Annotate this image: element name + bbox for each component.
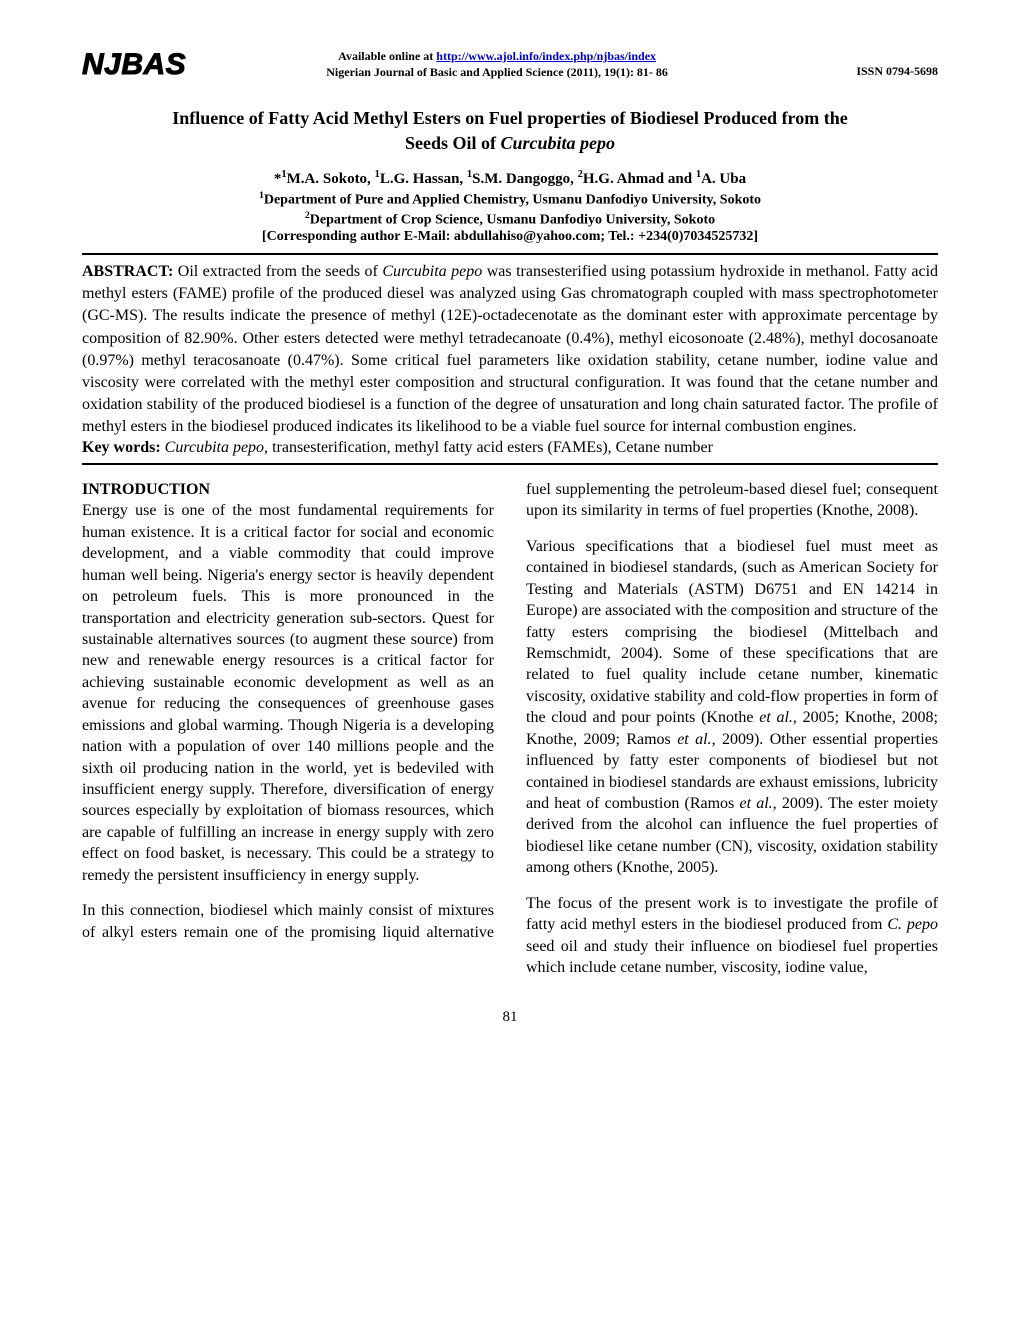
corresponding-author: [Corresponding author E-Mail: abdullahis… <box>82 229 938 245</box>
abstract-text-body: was transesterified using potassium hydr… <box>82 263 938 435</box>
keywords-italic: Curcubita pepo, <box>161 439 268 456</box>
keywords-label: Key words: <box>82 439 161 456</box>
body-columns: INTRODUCTION Energy use is one of the mo… <box>82 479 938 979</box>
abstract-text-pre: Oil extracted from the seeds of <box>173 263 382 280</box>
available-online-label: Available online at <box>338 49 436 63</box>
abstract-paragraph: ABSTRACT: Oil extracted from the seeds o… <box>82 261 938 438</box>
p3-etal-1: et al. <box>759 709 793 726</box>
title-line1: Influence of Fatty Acid Methyl Esters on… <box>172 108 847 128</box>
divider-top <box>82 253 938 255</box>
abstract-species-name: Curcubita pepo <box>382 263 482 280</box>
p4-species-abbrev: C. pepo <box>887 916 938 933</box>
intro-paragraph-1: Energy use is one of the most fundamenta… <box>82 500 494 886</box>
intro-paragraph-3: Various specifications that a biodiesel … <box>526 536 938 879</box>
title-line2-prefix: Seeds Oil of <box>405 133 501 153</box>
p4-text-2: seed oil and <box>526 938 614 955</box>
intro-paragraph-4: The focus of the present work is to inve… <box>526 893 938 979</box>
article-title: Influence of Fatty Acid Methyl Esters on… <box>92 106 928 155</box>
keywords-line: Key words: Curcubita pepo, transesterifi… <box>82 439 938 457</box>
divider-bottom <box>82 463 938 465</box>
p3-text-1: Various specifications that a biodiesel … <box>526 538 938 727</box>
affiliation-2: 2Department of Crop Science, Usmanu Danf… <box>82 210 938 229</box>
p3-etal-2: et al., <box>677 731 715 748</box>
journal-logo: NJBAS <box>82 48 186 80</box>
issn-label: ISSN 0794-5698 <box>808 48 938 79</box>
abstract-label: ABSTRACT: <box>82 263 173 280</box>
p4-text-1: The focus of the present work is to inve… <box>526 895 938 933</box>
keywords-rest: transesterification, methyl fatty acid e… <box>268 439 713 456</box>
p3-etal-3: et al., <box>739 795 776 812</box>
page-number: 81 <box>82 1009 938 1026</box>
page-header: NJBAS Available online at http://www.ajo… <box>82 48 938 80</box>
header-citation: Available online at http://www.ajol.info… <box>208 48 786 80</box>
introduction-heading: INTRODUCTION <box>82 481 210 498</box>
title-species-name: Curcubita pepo <box>501 133 616 153</box>
journal-url-link[interactable]: http://www.ajol.info/index.php/njbas/ind… <box>436 49 656 63</box>
author-list: *1M.A. Sokoto, 1L.G. Hassan, 1S.M. Dango… <box>82 169 938 188</box>
affiliation-1: 1Department of Pure and Applied Chemistr… <box>82 190 938 209</box>
journal-citation: Nigerian Journal of Basic and Applied Sc… <box>208 64 786 80</box>
